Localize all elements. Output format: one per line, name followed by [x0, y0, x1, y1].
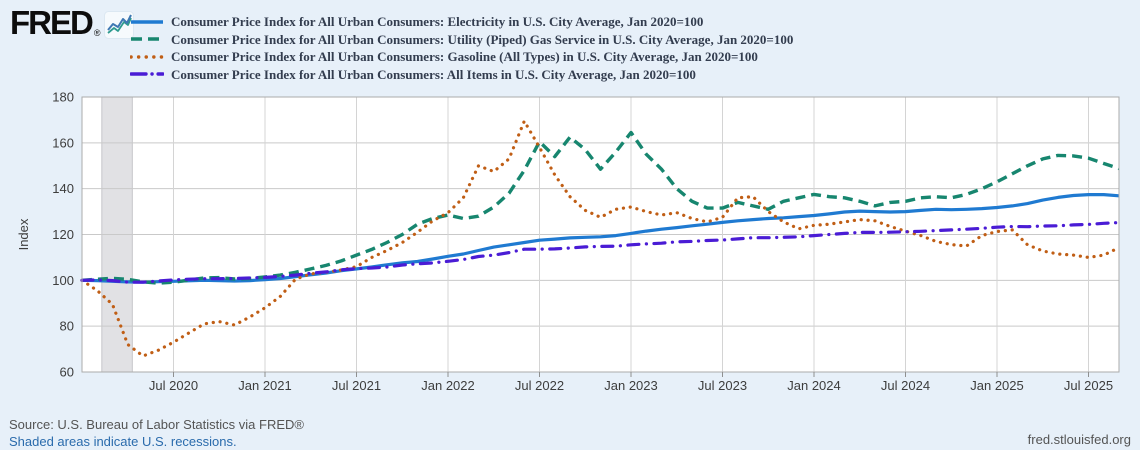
legend-item-all-items[interactable]: Consumer Price Index for All Urban Consu…	[130, 66, 793, 84]
series-line-electricity	[81, 193, 1120, 284]
series-line-utility-gas	[81, 130, 1120, 285]
legend-label: Consumer Price Index for All Urban Consu…	[171, 14, 704, 30]
legend-label: Consumer Price Index for All Urban Consu…	[171, 66, 696, 82]
y-tick-label: 140	[52, 181, 74, 196]
plot-frame	[81, 96, 1120, 373]
legend: Consumer Price Index for All Urban Consu…	[130, 13, 793, 83]
all-items-line-swatch-icon	[130, 72, 164, 76]
x-tick-label: Jul 2023	[698, 378, 747, 393]
y-tick-label: 100	[52, 273, 74, 288]
legend-label: Consumer Price Index for All Urban Consu…	[171, 49, 758, 65]
legend-item-utility-gas[interactable]: Consumer Price Index for All Urban Consu…	[130, 31, 793, 49]
x-tick-label: Jul 2022	[515, 378, 564, 393]
x-tick-label: Jul 2021	[332, 378, 381, 393]
x-tick-label: Jul 2020	[149, 378, 198, 393]
x-tick-label: Jan 2022	[421, 378, 475, 393]
electricity-line-swatch-icon	[131, 20, 163, 24]
legend-item-electricity[interactable]: Consumer Price Index for All Urban Consu…	[130, 13, 793, 31]
fred-logo[interactable]: FRED ®	[10, 4, 135, 41]
y-axis-title: Index	[16, 218, 31, 250]
series-line-gasoline	[80, 119, 1121, 358]
y-tick-label: 60	[60, 365, 74, 380]
fred-logo-chart-icon	[104, 11, 135, 39]
utility-gas-line-swatch-icon	[131, 37, 163, 41]
source-text: Source: U.S. Bureau of Labor Statistics …	[9, 417, 304, 432]
recession-note-link[interactable]: Shaded areas indicate U.S. recessions.	[9, 434, 237, 449]
legend-label: Consumer Price Index for All Urban Consu…	[171, 31, 794, 47]
x-tick-label: Jan 2023	[604, 378, 658, 393]
x-tick-label: Jan 2024	[787, 378, 841, 393]
fred-url-text: fred.stlouisfed.org	[1027, 432, 1131, 447]
x-tick-label: Jan 2025	[970, 378, 1024, 393]
fred-logo-text: FRED	[10, 4, 94, 41]
x-tick-label: Jan 2021	[238, 378, 292, 393]
series-line-all-items	[80, 221, 1121, 284]
x-tick-label: Jul 2024	[881, 378, 930, 393]
x-tick-label: Jul 2025	[1064, 378, 1113, 393]
y-tick-label: 160	[52, 135, 74, 150]
gasoline-line-swatch-icon	[130, 55, 164, 59]
footer: Source: U.S. Bureau of Labor Statistics …	[9, 416, 304, 450]
y-tick-label: 120	[52, 227, 74, 242]
y-tick-label: 180	[52, 90, 74, 105]
registered-mark: ®	[93, 28, 101, 38]
y-tick-label: 80	[60, 319, 74, 334]
legend-item-gasoline[interactable]: Consumer Price Index for All Urban Consu…	[130, 48, 793, 66]
